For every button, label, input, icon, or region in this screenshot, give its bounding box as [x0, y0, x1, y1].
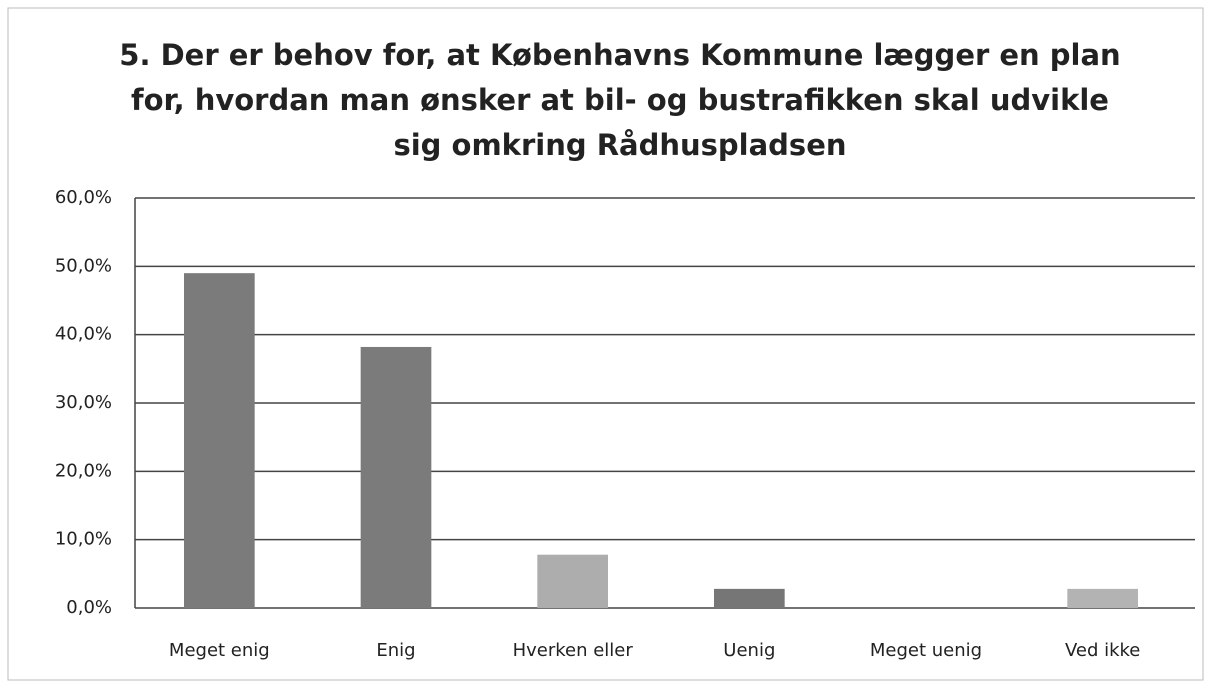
chart-border — [7, 7, 1204, 681]
bar — [1067, 588, 1138, 608]
y-tick-label: 50,0% — [55, 255, 112, 276]
bar — [537, 554, 608, 608]
bar — [360, 346, 432, 608]
chart-title: for, hvordan man ønsker at bil- og bustr… — [131, 83, 1109, 117]
chart-title: sig omkring Rådhuspladsen — [393, 128, 846, 162]
chart-title: 5. Der er behov for, at Københavns Kommu… — [119, 38, 1120, 72]
x-tick-label: Meget uenig — [870, 640, 982, 661]
y-tick-label: 60,0% — [55, 187, 112, 208]
y-tick-label: 40,0% — [55, 324, 112, 345]
x-tick-label: Meget enig — [169, 640, 270, 661]
y-tick-label: 20,0% — [55, 460, 112, 481]
x-tick-label: Ved ikke — [1065, 640, 1140, 661]
y-tick-label: 10,0% — [55, 529, 112, 550]
x-tick-label: Uenig — [723, 640, 775, 661]
bar — [184, 273, 255, 608]
x-tick-label: Hverken eller — [513, 640, 634, 661]
bar — [714, 588, 785, 608]
y-tick-label: 30,0% — [55, 392, 112, 413]
y-tick-label: 0,0% — [66, 597, 112, 618]
x-tick-label: Enig — [376, 640, 415, 661]
